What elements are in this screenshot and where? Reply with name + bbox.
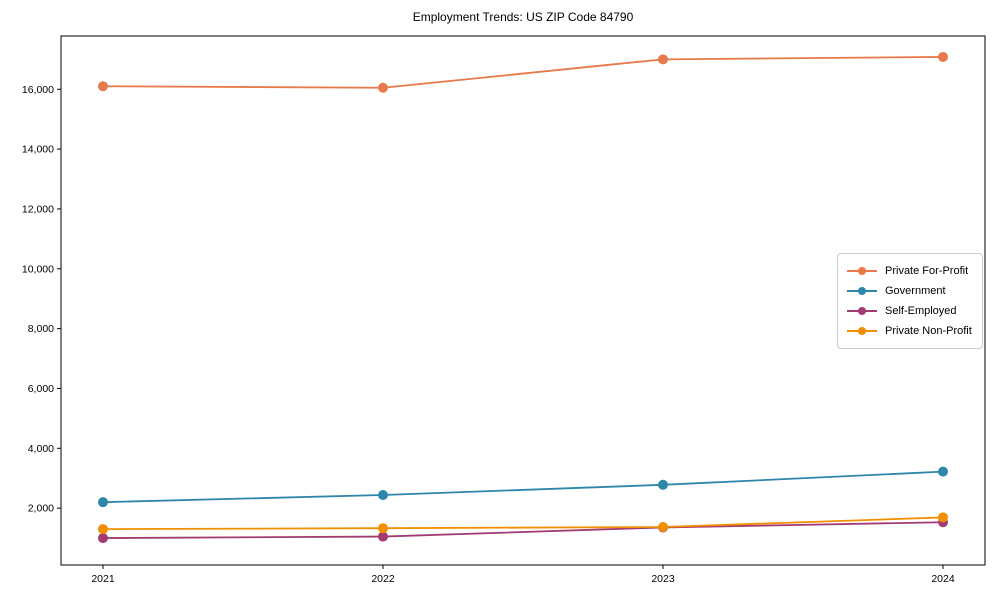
x-tick-label: 2022 bbox=[371, 573, 395, 585]
legend-dot bbox=[858, 307, 866, 315]
series-line-private-for-profit bbox=[102, 56, 944, 89]
legend-dot bbox=[858, 327, 866, 335]
legend-swatch-icon bbox=[847, 286, 877, 296]
y-tick-label: 16,000 bbox=[22, 84, 54, 96]
data-point-self-employed-2021 bbox=[98, 533, 108, 544]
x-tick-label: 2024 bbox=[931, 573, 955, 585]
legend-item-private-for-profit: Private For-Profit bbox=[847, 261, 974, 281]
y-tick-label: 6,000 bbox=[28, 383, 54, 395]
chart-title: Employment Trends: US ZIP Code 84790 bbox=[412, 10, 634, 24]
data-point-private-non-profit-2023 bbox=[658, 522, 668, 533]
data-point-private-for-profit-2021 bbox=[98, 81, 108, 92]
x-tick-label: 2021 bbox=[91, 573, 115, 585]
legend-dot bbox=[858, 287, 866, 295]
plot-border bbox=[60, 35, 986, 566]
series-line-self-employed bbox=[102, 521, 944, 539]
data-point-private-non-profit-2024 bbox=[938, 512, 948, 523]
y-tick-label: 12,000 bbox=[22, 203, 54, 215]
data-point-private-for-profit-2022 bbox=[378, 82, 388, 93]
legend-swatch-icon bbox=[847, 326, 877, 336]
legend-label: Private For-Profit bbox=[885, 265, 969, 277]
legend-label: Government bbox=[885, 285, 946, 297]
legend: Private For-Profit Government Self-Employe… bbox=[837, 253, 983, 349]
legend-item-self-employed: Self-Employed bbox=[847, 301, 974, 321]
data-point-private-for-profit-2024 bbox=[938, 51, 948, 62]
legend-swatch-icon bbox=[847, 306, 877, 316]
data-point-private-non-profit-2021 bbox=[98, 524, 108, 535]
legend-item-government: Government bbox=[847, 281, 974, 301]
legend-item-private-non-profit: Private Non-Profit bbox=[847, 321, 974, 341]
y-tick-label: 2,000 bbox=[28, 503, 54, 515]
legend-label: Self-Employed bbox=[885, 305, 957, 317]
data-point-self-employed-2022 bbox=[378, 531, 388, 542]
data-point-private-non-profit-2022 bbox=[378, 523, 388, 534]
series-line-private-non-profit bbox=[102, 516, 944, 530]
data-point-government-2023 bbox=[658, 479, 668, 490]
y-tick-label: 4,000 bbox=[28, 443, 54, 455]
y-tick-label: 8,000 bbox=[28, 323, 54, 335]
data-point-government-2024 bbox=[938, 466, 948, 477]
legend-dot bbox=[858, 267, 866, 275]
series-line-government bbox=[102, 470, 944, 504]
data-point-government-2021 bbox=[98, 497, 108, 508]
x-tick-label: 2023 bbox=[651, 573, 675, 585]
legend-label: Private Non-Profit bbox=[885, 325, 972, 337]
y-tick-label: 10,000 bbox=[22, 263, 54, 275]
y-tick-label: 14,000 bbox=[22, 144, 54, 156]
legend-swatch-icon bbox=[847, 266, 877, 276]
data-point-private-for-profit-2023 bbox=[658, 54, 668, 65]
data-point-government-2022 bbox=[378, 489, 388, 500]
